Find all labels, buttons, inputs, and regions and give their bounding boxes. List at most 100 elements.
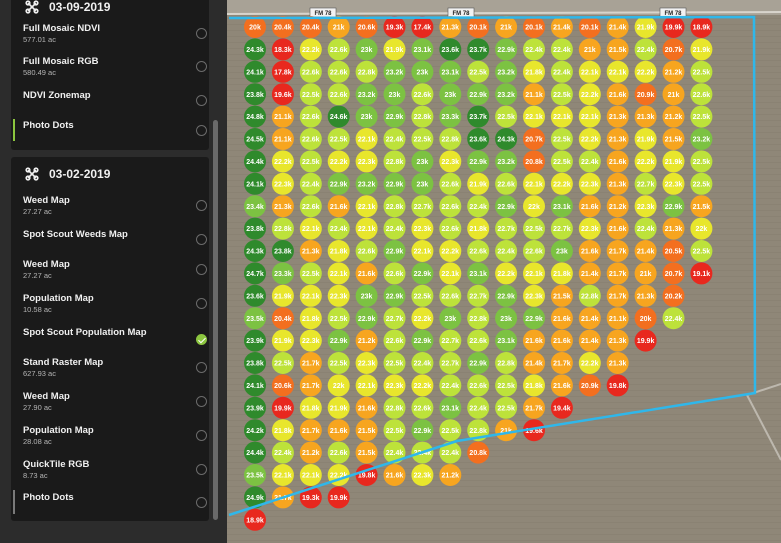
population-dot[interactable]: 21.3k bbox=[606, 329, 629, 352]
population-dot[interactable]: 22.9k bbox=[495, 38, 518, 61]
population-dot[interactable]: 22.4k bbox=[550, 38, 573, 61]
population-dot[interactable]: 24.4k bbox=[244, 441, 266, 464]
population-dot[interactable]: 20.4k bbox=[271, 16, 294, 38]
date-group-header[interactable]: 03-02-2019 bbox=[25, 167, 110, 181]
population-dot[interactable]: 23.8k bbox=[244, 352, 266, 374]
population-dot[interactable]: 21.6k bbox=[578, 240, 601, 262]
population-dot[interactable]: 21.3k bbox=[634, 284, 657, 307]
population-dot[interactable]: 21.6k bbox=[355, 396, 378, 419]
population-dot[interactable]: 22.2k bbox=[578, 83, 601, 106]
population-dot[interactable]: 22.6k bbox=[299, 128, 322, 150]
population-dot[interactable]: 21.3k bbox=[271, 195, 294, 218]
layer-item-weed-map[interactable]: Weed Map 27.90 ac bbox=[23, 391, 207, 421]
population-dot[interactable]: 21.4k bbox=[634, 240, 657, 262]
population-dot[interactable]: 21.6k bbox=[327, 195, 350, 218]
population-dot[interactable]: 23.8k bbox=[271, 240, 294, 262]
population-dot[interactable]: 22.5k bbox=[271, 352, 294, 374]
population-dot[interactable]: 24.8k bbox=[244, 105, 266, 128]
population-dot[interactable]: 22.3k bbox=[634, 195, 657, 218]
population-dot[interactable]: 22.5k bbox=[550, 83, 573, 106]
population-dot[interactable]: 21.9k bbox=[383, 38, 406, 61]
population-dot[interactable]: 19.1k bbox=[690, 262, 713, 285]
population-dot[interactable]: 24.3k bbox=[244, 38, 266, 61]
population-dot[interactable]: 21.7k bbox=[606, 262, 629, 285]
population-dot[interactable]: 22.2k bbox=[550, 172, 573, 195]
population-dot[interactable]: 22.9k bbox=[467, 150, 490, 173]
population-dot[interactable]: 22.5k bbox=[411, 128, 434, 150]
population-dot[interactable]: 22k bbox=[523, 195, 545, 218]
population-dot[interactable]: 22.1k bbox=[355, 128, 378, 150]
population-dot[interactable]: 22.5k bbox=[439, 419, 462, 442]
population-dot[interactable]: 22.8k bbox=[578, 284, 601, 307]
population-dot[interactable]: 24.1k bbox=[244, 60, 266, 83]
population-dot[interactable]: 19.6k bbox=[523, 419, 545, 442]
population-dot[interactable]: 21.4k bbox=[578, 262, 601, 285]
population-dot[interactable]: 21.1k bbox=[523, 83, 545, 106]
layer-radio[interactable] bbox=[196, 298, 207, 309]
population-dot[interactable]: 22.1k bbox=[578, 60, 601, 83]
population-dot[interactable]: 23k bbox=[411, 60, 434, 83]
population-dot[interactable]: 22.3k bbox=[355, 352, 378, 374]
population-dot[interactable]: 22k bbox=[327, 374, 350, 397]
population-dot[interactable]: 22.8k bbox=[383, 150, 406, 173]
population-dot[interactable]: 20.6k bbox=[355, 16, 378, 38]
population-dot[interactable]: 21.7k bbox=[299, 374, 322, 397]
population-dot[interactable]: 22.3k bbox=[578, 172, 601, 195]
population-dot[interactable]: 22.6k bbox=[411, 396, 434, 419]
population-dot[interactable]: 22.5k bbox=[299, 262, 322, 285]
population-dot[interactable]: 22.6k bbox=[355, 240, 378, 262]
population-dot[interactable]: 22.1k bbox=[578, 105, 601, 128]
population-dot[interactable]: 22.5k bbox=[495, 105, 518, 128]
population-dot[interactable]: 22.1k bbox=[355, 195, 378, 218]
population-dot[interactable]: 22.6k bbox=[439, 195, 462, 218]
population-dot[interactable]: 23.8k bbox=[244, 217, 266, 240]
layer-radio[interactable] bbox=[196, 200, 207, 211]
population-dot[interactable]: 22.7k bbox=[634, 172, 657, 195]
population-dot[interactable]: 21.7k bbox=[299, 419, 322, 442]
population-dot[interactable]: 22.6k bbox=[467, 240, 490, 262]
population-dot[interactable]: 21.7k bbox=[550, 352, 573, 374]
population-dot[interactable]: 21.7k bbox=[606, 240, 629, 262]
population-dot[interactable]: 23k bbox=[355, 284, 378, 307]
population-dot[interactable]: 22.8k bbox=[495, 352, 518, 374]
population-dot[interactable]: 21k bbox=[578, 38, 601, 61]
population-dot[interactable]: 21.2k bbox=[662, 60, 685, 83]
population-dot[interactable]: 22.2k bbox=[411, 374, 434, 397]
population-dot[interactable]: 20.1k bbox=[467, 16, 490, 38]
layer-item-population-map[interactable]: Population Map 10.58 ac bbox=[23, 293, 207, 323]
population-dot[interactable]: 22.2k bbox=[439, 240, 462, 262]
population-dot[interactable]: 21.3k bbox=[606, 172, 629, 195]
population-dot[interactable]: 24.2k bbox=[244, 419, 266, 442]
population-dot[interactable]: 21.8k bbox=[299, 307, 322, 330]
population-dot[interactable]: 21.9k bbox=[271, 329, 294, 352]
population-dot[interactable]: 22.3k bbox=[411, 217, 434, 240]
population-dot[interactable]: 22.4k bbox=[271, 441, 294, 464]
population-dot[interactable]: 21.9k bbox=[271, 284, 294, 307]
layer-item-population-map[interactable]: Population Map 28.08 ac bbox=[23, 425, 207, 455]
population-dot[interactable]: 23.6k bbox=[467, 128, 490, 150]
population-dot[interactable]: 22.4k bbox=[411, 352, 434, 374]
population-dot[interactable]: 21.4k bbox=[550, 16, 573, 38]
population-dot[interactable]: 22.5k bbox=[327, 307, 350, 330]
population-dot[interactable]: 21.2k bbox=[439, 464, 462, 486]
population-dot[interactable]: 21.4k bbox=[523, 352, 545, 374]
population-dot[interactable]: 21.9k bbox=[634, 16, 657, 38]
population-dot[interactable]: 22.7k bbox=[411, 195, 434, 218]
population-dot[interactable]: 20k bbox=[244, 16, 266, 38]
population-dot[interactable]: 21.3k bbox=[662, 217, 685, 240]
population-dot[interactable]: 21.2k bbox=[355, 329, 378, 352]
population-dot[interactable]: 22.4k bbox=[439, 374, 462, 397]
population-dot[interactable]: 22.1k bbox=[299, 284, 322, 307]
population-dot[interactable]: 22.2k bbox=[411, 307, 434, 330]
population-dot[interactable]: 21.7k bbox=[299, 352, 322, 374]
population-dot[interactable]: 22.7k bbox=[383, 307, 406, 330]
population-dot[interactable]: 22.1k bbox=[411, 240, 434, 262]
population-dot[interactable]: 19.6k bbox=[271, 83, 294, 106]
population-dot[interactable]: 21.5k bbox=[662, 128, 685, 150]
population-dot[interactable]: 22.6k bbox=[495, 172, 518, 195]
population-dot[interactable]: 22.6k bbox=[299, 105, 322, 128]
population-dot[interactable]: 23k bbox=[411, 150, 434, 173]
population-dot[interactable]: 22.4k bbox=[523, 38, 545, 61]
population-dot[interactable]: 22.5k bbox=[467, 60, 490, 83]
layer-radio[interactable] bbox=[196, 28, 207, 39]
